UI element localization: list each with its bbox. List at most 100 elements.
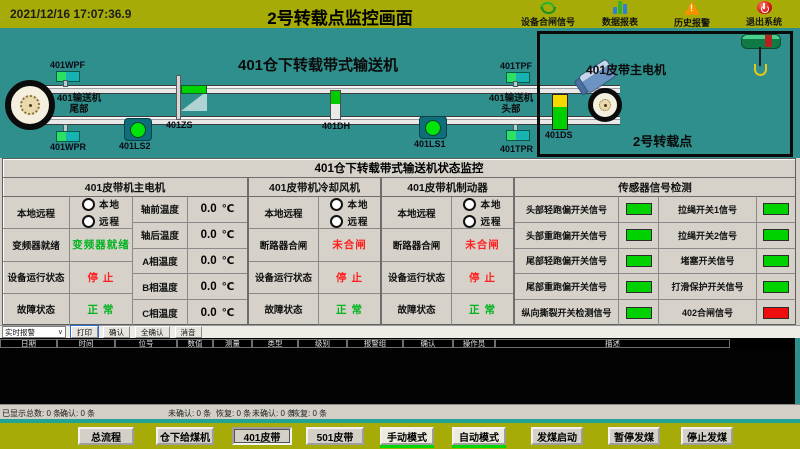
row-label: 变频器就绪 [3,229,70,261]
status-led [763,229,789,242]
temp-value: 0.0 [200,203,217,216]
radio-icon [463,214,477,228]
temp-unit: ℃ [221,254,235,267]
top-buttons: 设备合闸信号 数据报表 历史报警 退出系统 [516,0,796,28]
sensor-label-ls2: 401LS2 [119,141,151,151]
temp-label: C相温度 [133,300,188,325]
sensor-label-tpf: 401TPF [500,61,533,71]
row-label: 故障状态 [3,293,70,325]
row-label: 本地远程 [249,197,319,229]
radio-label: 本地 [347,200,369,212]
temp-label: 轴前温度 [133,197,188,222]
bottom-nav-bar: 总流程 仓下给煤机 401皮带 501皮带 手动模式 自动模式 发煤启动 暂停发… [0,423,800,449]
status-table-headers: 401皮带机主电机 401皮带机冷却风机 401皮带机制动器 传感器信号检测 [3,178,795,197]
radio-label: 远程 [98,217,120,229]
col-date: 日期 [0,339,57,348]
ds-sensor-icon [552,94,568,130]
zs-sensor-icon [181,85,207,94]
motor-group-header: 401皮带机主电机 [3,178,249,196]
status-value: 正 常 [336,303,363,316]
auto-mode-button[interactable]: 自动模式 [452,427,506,445]
status-table-title: 401仓下转载带式输送机状态监控 [3,159,795,178]
device-close-signal-button[interactable]: 设备合闸信号 [516,0,580,28]
col-measure: 测量 [213,339,252,348]
brake-remote-radio[interactable]: 远程 [463,214,501,228]
status-value: 变频器就绪 [72,239,130,252]
radio-icon [330,197,344,211]
start-coal-button[interactable]: 发煤启动 [531,427,583,445]
table-row: 设备运行状态 停 止 [3,261,132,294]
radio-icon [81,197,95,211]
nav-main-flow-button[interactable]: 总流程 [78,427,134,445]
sensor-label-ls1: 401LS1 [414,139,446,149]
row-label: 故障状态 [249,293,319,325]
alarm-scrollbar[interactable] [795,338,800,404]
nav-belt-501-button[interactable]: 501皮带 [306,427,364,445]
temp-unit: ℃ [221,229,235,242]
mute-button[interactable]: 消音 [174,326,202,338]
chevron-down-icon [58,328,63,336]
table-row: 故障状态 正 常 [382,293,513,325]
temp-row: 轴前温度 0.0 ℃ [132,197,247,223]
fan-group-header: 401皮带机冷却风机 [249,178,382,196]
print-button[interactable]: 打印 [70,325,99,339]
hoist-graphic [741,32,783,80]
col-tag: 位号 [115,339,177,348]
col-type: 类型 [252,339,298,348]
signal-label: 堵塞开关信号 [659,248,757,274]
motor-local-radio[interactable]: 本地 [81,197,120,211]
table-row: 本地远程 本地 远程 [382,197,513,230]
temp-row: B相温度 0.0 ℃ [132,274,247,301]
exit-system-button[interactable]: 退出系统 [732,0,796,28]
alarm-count-total: 已显示总数: 0 条 [2,409,62,418]
belt-top-strand [28,85,620,94]
table-row: 设备运行状态 停 止 [382,261,513,294]
stop-coal-button[interactable]: 停止发煤 [681,427,733,445]
manual-mode-button[interactable]: 手动模式 [380,427,434,445]
alarm-filter-select[interactable]: 实时报警 [2,326,66,338]
ack-button[interactable]: 确认 [103,326,130,338]
status-value: 正 常 [87,303,115,316]
brake-local-radio[interactable]: 本地 [463,197,501,211]
temp-value: 0.0 [200,280,217,293]
status-led [763,203,789,216]
data-report-button[interactable]: 数据报表 [588,0,652,28]
status-led [625,306,652,319]
col-ack: 确认 [403,339,453,348]
sensors-group-header: 传感器信号检测 [618,181,692,194]
fan-local-radio[interactable]: 本地 [330,197,368,211]
sensor-label-wpr: 401WPR [50,142,87,152]
pause-coal-button[interactable]: 暂停发煤 [608,427,660,445]
alarm-count-unack: 未确认: 0 条 [168,409,212,418]
alarm-count-unack2: 未确认: 0 条 [252,409,296,418]
bar-chart-icon [613,1,627,14]
ack-all-button[interactable]: 全确认 [135,326,170,338]
head-pulley [588,88,622,122]
status-led [763,254,789,267]
sensor-label-wpf: 401WPF [50,60,86,70]
temp-label: A相温度 [133,248,188,274]
status-led [763,306,789,319]
table-row: 断路器合闸 未合闸 [249,229,380,262]
tpr-sensor-icon [506,130,530,141]
nav-feeder-button[interactable]: 仓下给煤机 [156,427,214,445]
temp-value: 0.0 [200,229,217,242]
fan-remote-radio[interactable]: 远程 [330,214,368,228]
history-alarm-button[interactable]: 历史报警 [660,0,724,28]
signal-label: 打滑保护开关信号 [659,274,757,300]
zs-chute [181,91,207,111]
alarm-table-header: 日期 时间 位号 数值 测量 类型 级别 报警组 确认 操作员 描述 [0,338,800,349]
temp-unit: ℃ [221,280,235,293]
alarm-toolbar: 实时报警 打印 确认 全确认 消音 [0,325,800,339]
sync-icon [540,1,556,14]
dh-sensor-icon [330,90,341,120]
row-label: 本地远程 [3,197,70,229]
nav-belt-401-button[interactable]: 401皮带 [232,427,292,445]
sensor-row: 尾部重跑偏开关信号 打滑保护开关信号 [515,274,795,301]
temp-label: 轴后温度 [133,222,188,248]
clock: 2021/12/16 17:07:36.9 [10,7,132,21]
sensor-label-tpr: 401TPR [500,144,534,154]
wpf-sensor-icon [56,71,80,82]
motor-remote-radio[interactable]: 远程 [81,214,120,229]
signal-label: 头部重跑偏开关信号 [515,222,619,248]
